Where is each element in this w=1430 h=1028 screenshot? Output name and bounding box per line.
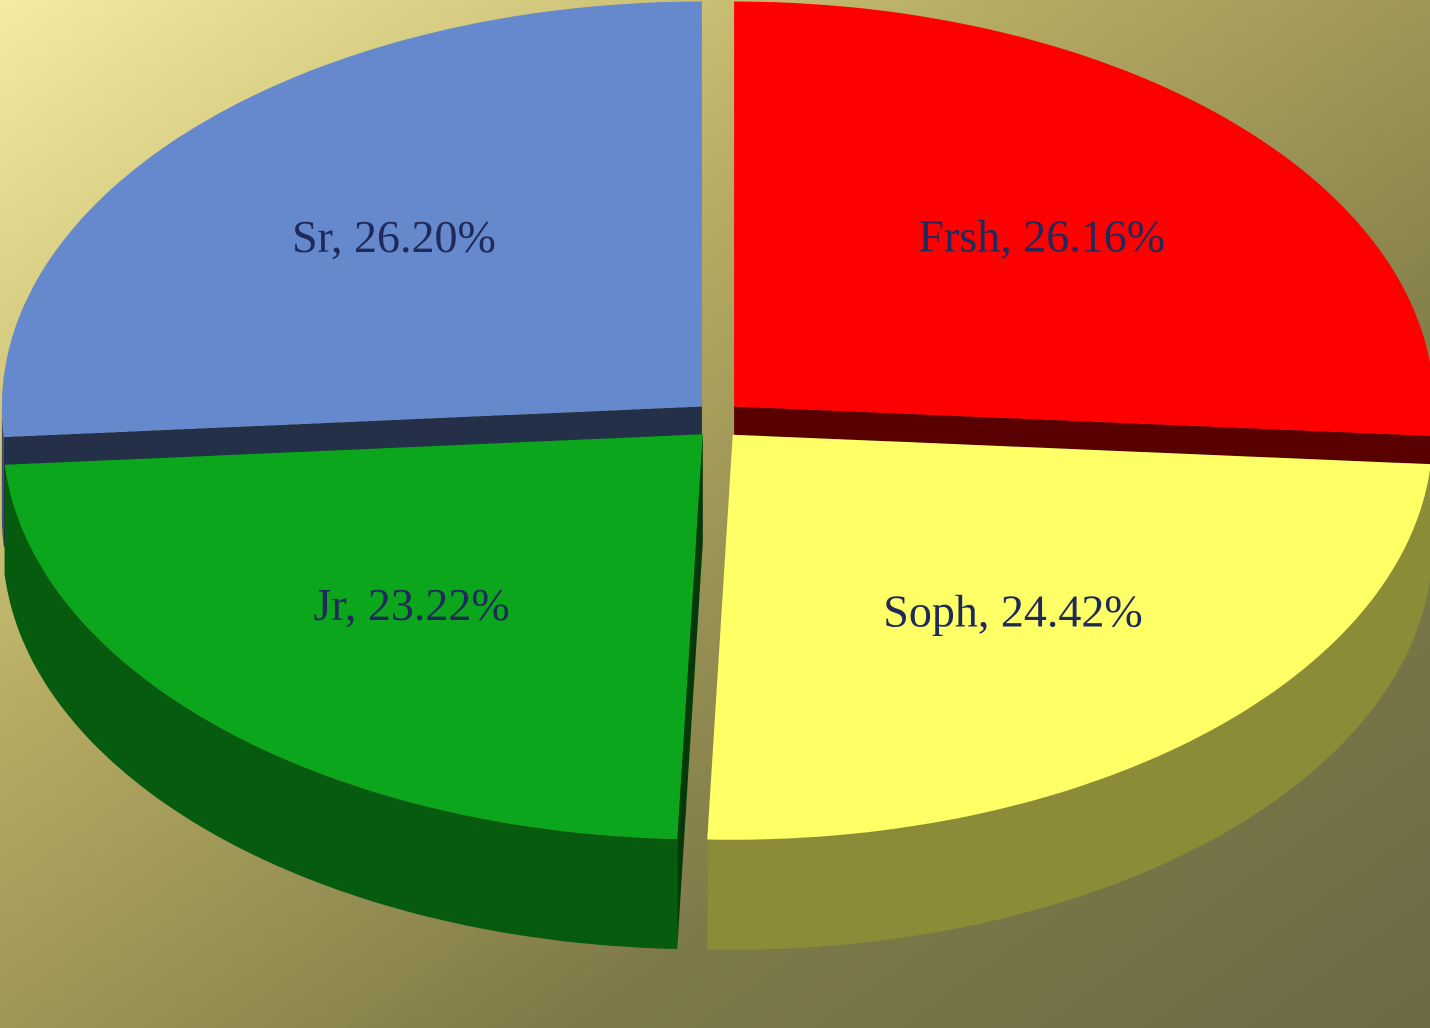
data-label: Frsh, 26.16% <box>918 211 1165 262</box>
slice <box>707 434 1430 840</box>
slice-side <box>1 406 4 547</box>
slice <box>1 1 702 437</box>
data-label: Jr, 23.22% <box>314 579 510 630</box>
data-label: Soph, 24.42% <box>883 585 1142 636</box>
slice <box>734 1 1430 436</box>
slice <box>4 434 703 839</box>
slice-side <box>4 464 678 949</box>
slice-side <box>707 469 1430 950</box>
slice-wall <box>677 434 703 949</box>
data-label: Sr, 26.20% <box>292 211 496 262</box>
